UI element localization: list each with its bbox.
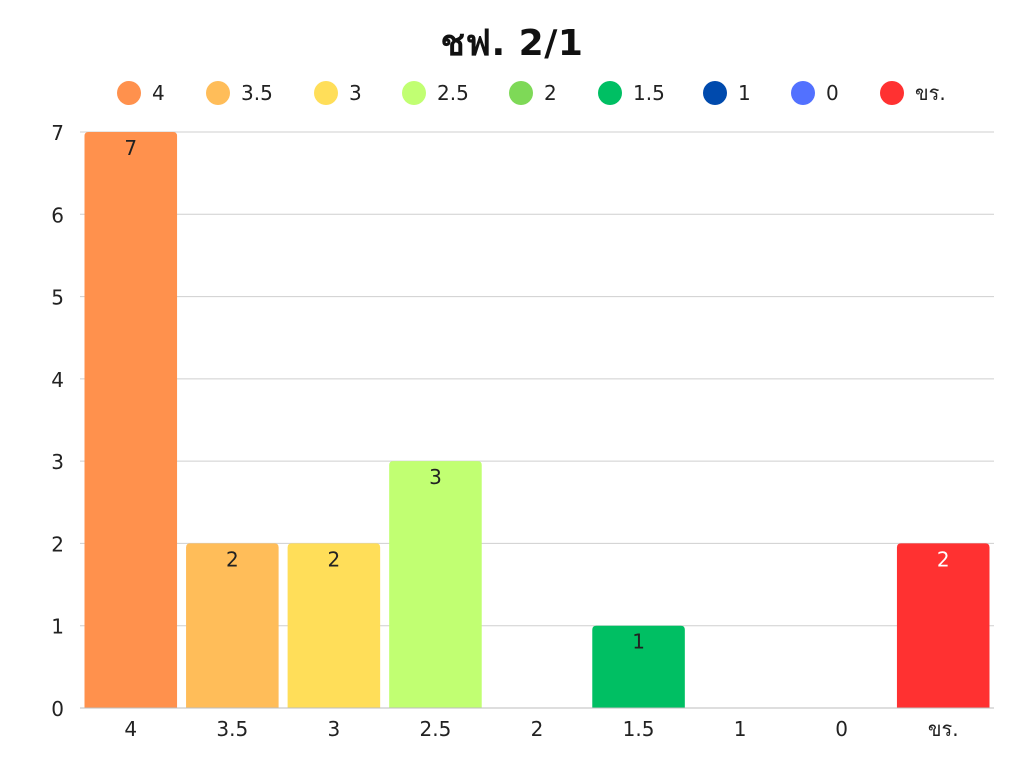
data-label: 7 — [124, 136, 137, 160]
bar-3.5 — [186, 543, 279, 708]
legend-item-3: 3 — [314, 78, 362, 108]
legend: 4 3.5 3 2.5 2 1.5 1 0 ขร. — [0, 78, 1024, 108]
data-label: 3 — [429, 465, 442, 489]
legend-item-0: 0 — [791, 78, 839, 108]
y-tick-label: 4 — [51, 368, 64, 392]
legend-item-2: 2 — [509, 78, 557, 108]
bar-2.5 — [389, 461, 482, 708]
legend-item-2.5: 2.5 — [402, 78, 469, 108]
legend-swatch — [117, 81, 141, 105]
data-label: 1 — [632, 630, 645, 654]
bar-ขร. — [896, 543, 990, 708]
x-tick-label: ขร. — [928, 717, 959, 741]
legend-label: 1 — [738, 81, 751, 105]
x-tick-label: 3 — [328, 717, 341, 741]
bar-4 — [84, 132, 178, 708]
legend-label: 1.5 — [633, 81, 665, 105]
legend-swatch — [703, 81, 727, 105]
legend-label: 2.5 — [437, 81, 469, 105]
x-tick-label: 2 — [531, 717, 544, 741]
legend-swatch — [206, 81, 230, 105]
y-tick-label: 1 — [51, 615, 64, 639]
legend-swatch — [314, 81, 338, 105]
bar-3 — [287, 543, 381, 708]
bar-1.5 — [592, 625, 685, 708]
legend-item-3.5: 3.5 — [206, 78, 273, 108]
legend-swatch — [598, 81, 622, 105]
data-label: 2 — [937, 547, 950, 571]
legend-label: 3.5 — [241, 81, 273, 105]
x-tick-label: 1 — [734, 717, 747, 741]
y-tick-label: 0 — [51, 697, 64, 721]
legend-label: 0 — [826, 81, 839, 105]
y-tick-label: 2 — [51, 532, 64, 556]
legend-swatch — [402, 81, 426, 105]
y-tick-label: 7 — [51, 121, 64, 145]
legend-label: 2 — [544, 81, 557, 105]
legend-item-4: 4 — [117, 78, 165, 108]
legend-label: 4 — [152, 81, 165, 105]
legend-label: ขร. — [915, 81, 946, 105]
legend-item-1: 1 — [703, 78, 751, 108]
legend-swatch — [791, 81, 815, 105]
x-tick-label: 0 — [835, 717, 848, 741]
x-tick-label: 1.5 — [623, 717, 655, 741]
legend-swatch — [880, 81, 904, 105]
x-tick-label: 3.5 — [216, 717, 248, 741]
legend-item-ขร.: ขร. — [880, 78, 946, 108]
x-tick-label: 4 — [124, 717, 137, 741]
y-tick-label: 5 — [51, 286, 64, 310]
x-tick-label: 2.5 — [420, 717, 452, 741]
legend-swatch — [509, 81, 533, 105]
data-label: 2 — [226, 547, 239, 571]
legend-label: 3 — [349, 81, 362, 105]
chart-title: ชฟ. 2/1 — [440, 23, 584, 64]
y-tick-label: 6 — [51, 203, 64, 227]
legend-item-1.5: 1.5 — [598, 78, 665, 108]
y-tick-label: 3 — [51, 450, 64, 474]
data-label: 2 — [328, 547, 341, 571]
